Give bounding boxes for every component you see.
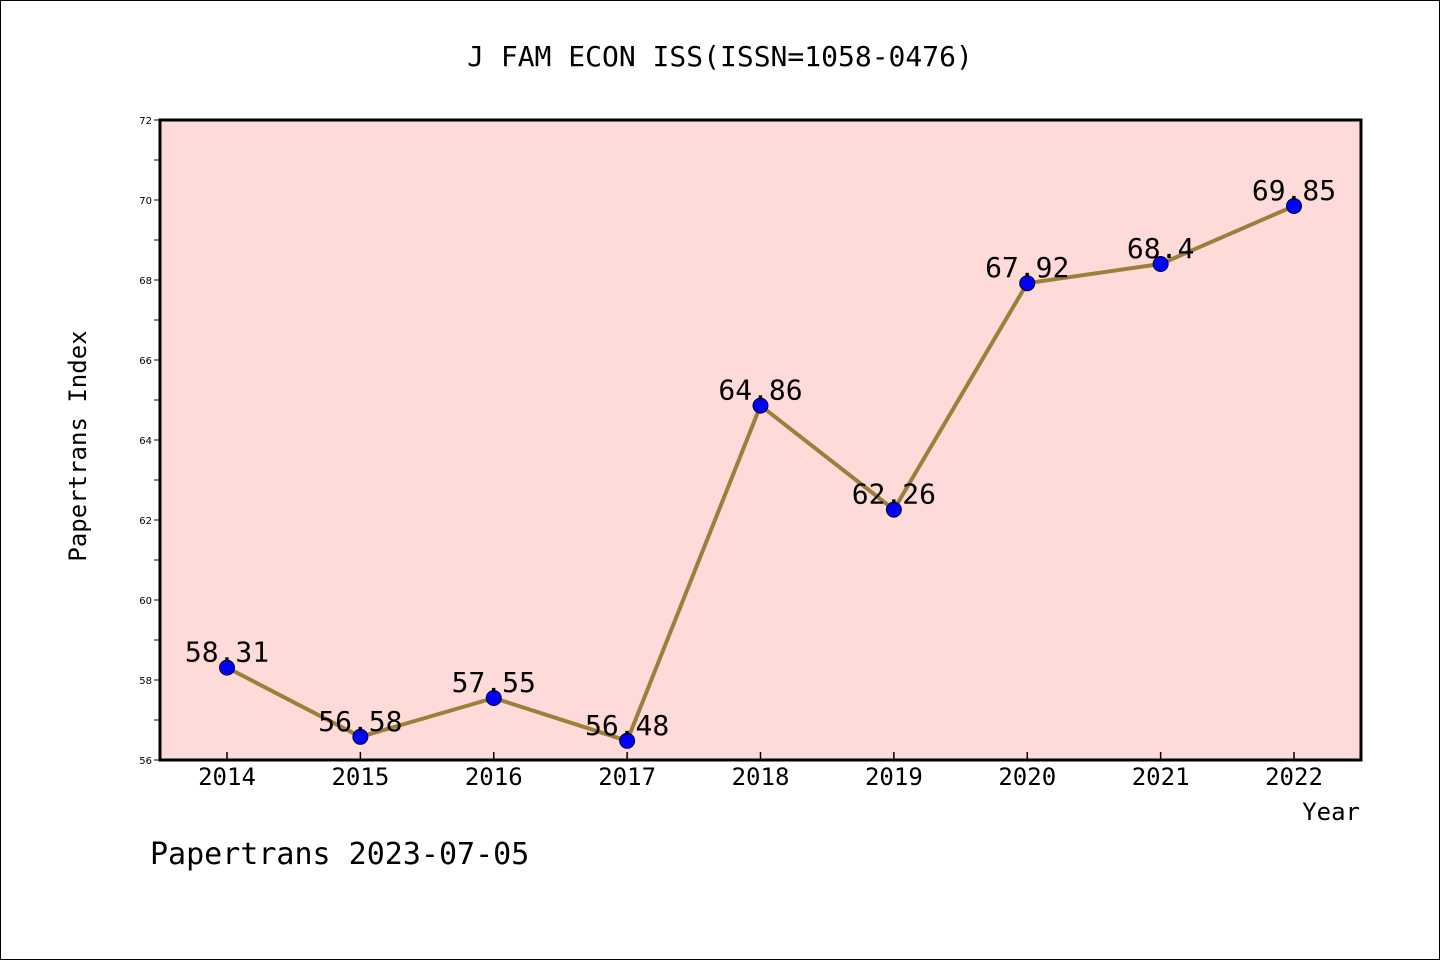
data-point	[485, 690, 502, 706]
y-tick-label: 70	[139, 196, 152, 207]
y-tick-label: 58	[139, 676, 152, 687]
data-point	[1286, 198, 1302, 214]
x-tick-label: 2016	[465, 763, 523, 791]
y-tick-label: 56	[139, 756, 152, 767]
x-tick-label: 2015	[331, 763, 389, 791]
data-point	[619, 732, 636, 749]
data-point	[885, 501, 902, 518]
x-tick-label: 2017	[598, 763, 656, 791]
x-tick-label: 2021	[1132, 763, 1190, 791]
footer-text: Papertrans 2023-07-05	[150, 837, 529, 872]
data-label: 56.48	[585, 709, 669, 742]
x-tick-label: 2020	[998, 763, 1056, 791]
data-label: 56.58	[318, 705, 402, 738]
data-label: 68.4	[1127, 232, 1194, 265]
data-point	[352, 728, 369, 745]
y-tick-label: 60	[139, 596, 152, 607]
y-tick-label: 68	[139, 276, 152, 287]
data-label: 57.55	[452, 666, 536, 699]
x-tick-label: 2019	[865, 763, 923, 791]
x-tick-label: 2022	[1265, 763, 1323, 791]
x-tick-label: 2018	[732, 763, 790, 791]
y-tick-label: 66	[139, 356, 152, 367]
data-label: 64.86	[718, 374, 802, 407]
data-point	[752, 397, 769, 414]
data-point	[1152, 256, 1169, 272]
data-point	[219, 659, 235, 676]
x-axis-label: Year	[1302, 798, 1360, 826]
plot-area	[158, 118, 1363, 762]
y-axis-label: Papertrans Index	[64, 330, 92, 561]
chart-title: J FAM ECON ISS(ISSN=1058-0476)	[467, 40, 973, 73]
data-label: 58.31	[185, 636, 269, 669]
data-label: 62.26	[852, 478, 936, 511]
data-point	[1019, 275, 1036, 292]
data-label: 69.85	[1252, 174, 1336, 207]
data-label: 67.92	[985, 251, 1069, 284]
y-tick-label: 72	[139, 116, 152, 127]
y-tick-label: 62	[139, 516, 152, 527]
y-tick-label: 64	[139, 436, 152, 447]
x-tick-label: 2014	[198, 763, 256, 791]
